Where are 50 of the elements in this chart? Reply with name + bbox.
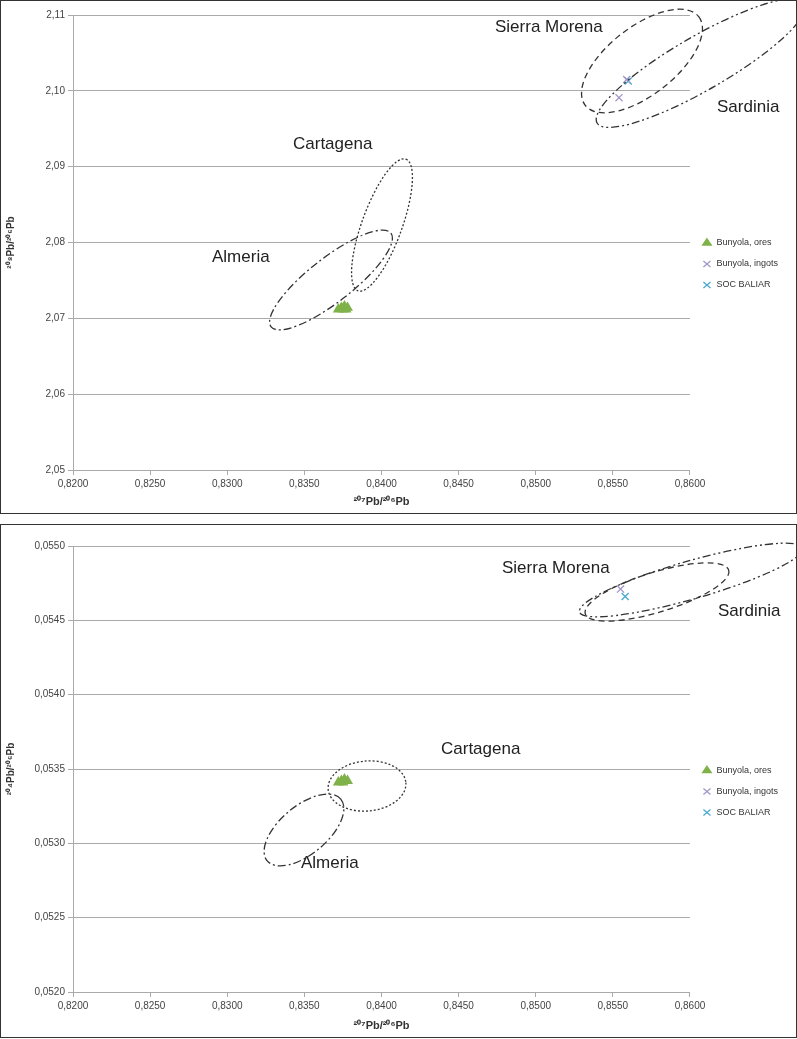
legend-label: SOC BALIAR [716,279,771,290]
annotation: Cartagena [293,134,373,154]
y-axis-title: ²⁰⁴Pb/²⁰⁶Pb [4,742,16,796]
y-tick-label: 2,11 [46,8,66,20]
x-tick-label: 0,8450 [443,999,475,1011]
y-tick-label: 2,08 [45,236,66,248]
y-tick-label: 2,06 [45,387,66,399]
y-tick-label: 0,0550 [34,539,66,551]
y-tick-label: 2,07 [45,312,66,324]
x-tick-label: 0,8550 [597,999,629,1011]
y-tick-label: 0,0540 [34,688,66,700]
x-tick-label: 0,8600 [674,999,706,1011]
x-tick-label: 0,8400 [366,477,398,489]
x-tick-label: 0,8600 [674,477,706,489]
y-tick-label: 0,0530 [34,837,66,849]
x-tick-label: 0,8200 [57,999,89,1011]
x-tick-label: 0,8300 [211,477,243,489]
y-tick-label: 2,05 [45,463,66,475]
x-tick-label: 0,8500 [520,477,552,489]
y-tick-label: 0,0545 [34,614,66,626]
annotation: Almeria [212,247,270,267]
annotation: Sierra Morena [495,17,603,37]
annotation: Almeria [301,853,359,873]
y-axis-title: ²⁰⁸Pb/²⁰⁶Pb [4,216,16,269]
legend-label: Bunyola, ingots [716,258,779,269]
legend-label: Bunyola, ores [716,764,772,775]
x-tick-label: 0,8250 [134,477,166,489]
x-tick-label: 0,8300 [211,999,243,1011]
legend-label: Bunyola, ores [716,237,772,248]
x-tick-label: 0,8550 [597,477,629,489]
annotation: Sierra Morena [502,558,610,578]
y-tick-label: 2,10 [45,84,66,96]
y-tick-label: 0,0520 [34,985,66,997]
x-tick-label: 0,8200 [57,477,89,489]
x-tick-label: 0,8250 [134,999,166,1011]
x-tick-label: 0,8450 [443,477,475,489]
text: Sardinia [717,97,780,117]
y-tick-label: 0,0525 [34,911,66,923]
annotation: Cartagena [441,739,521,759]
text: Sardinia [718,601,781,621]
y-tick-label: 2,09 [45,160,66,172]
legend-label: SOC BALIAR [716,806,771,817]
x-axis-title: ²⁰⁷Pb/²⁰⁶Pb [353,495,410,508]
y-tick-label: 0,0535 [34,762,66,774]
x-axis-title: ²⁰⁷Pb/²⁰⁶Pb [353,1019,410,1032]
x-tick-label: 0,8350 [289,999,321,1011]
x-tick-label: 0,8350 [289,477,321,489]
x-tick-label: 0,8500 [520,999,552,1011]
legend-label: Bunyola, ingots [716,785,779,796]
x-tick-label: 0,8400 [366,999,398,1011]
